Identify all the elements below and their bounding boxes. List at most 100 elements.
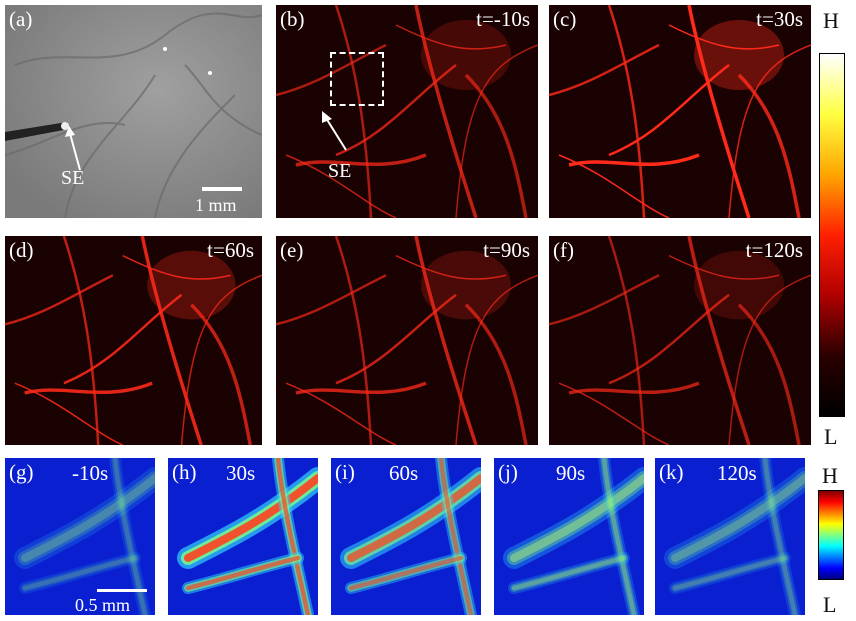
panel-g-scale-bar (97, 589, 147, 592)
panel-e-image: (e) t=90s (276, 236, 538, 445)
vessel (668, 471, 805, 565)
vessel (672, 555, 788, 591)
vessel (600, 458, 638, 615)
panel-f-image: (f) t=120s (549, 236, 811, 445)
vessel (464, 303, 528, 445)
vessel (122, 254, 231, 280)
vessel (276, 274, 387, 326)
panel-c-image: (c) t=30s (549, 5, 811, 218)
vessel (335, 64, 457, 157)
panel-b-label: (b) (280, 7, 305, 31)
blue-vessel-map (503, 458, 644, 615)
vessel (111, 458, 149, 615)
panel-j-label: (j) (498, 460, 518, 484)
panel-d-label: (d) (9, 238, 34, 262)
vessel (275, 458, 311, 615)
panel-g-label: (g) (9, 460, 34, 484)
vessel (348, 555, 464, 591)
vessel (140, 236, 203, 445)
panel-i-image: (i) 60s (331, 458, 481, 615)
vessel (438, 458, 474, 615)
panel-a-photo: (a) SE 1 mm (5, 5, 262, 218)
blue-vessel-map (340, 458, 481, 615)
vessel (687, 5, 751, 218)
vessel (607, 5, 646, 218)
vessel (549, 274, 660, 326)
panel-a-scale-bar (202, 187, 242, 191)
roi-box (330, 52, 384, 106)
vessel (21, 554, 139, 592)
vessel (395, 254, 507, 280)
panel-k-time: 120s (717, 461, 757, 485)
bottom-colorbar-high-label: H (822, 463, 838, 488)
vessel (335, 293, 457, 385)
vessel (464, 73, 528, 218)
top-colorbar (819, 53, 845, 417)
vessel (395, 24, 507, 50)
panel-g-image: (g) -10s 0.5 mm (5, 458, 155, 615)
vessel (14, 467, 155, 569)
panel-a-se-label: SE (61, 167, 85, 189)
panel-h-image: (h) 30s (168, 458, 318, 615)
vessel (295, 153, 427, 167)
perfusion-region (421, 250, 511, 320)
vessel (601, 458, 637, 615)
vessel (295, 381, 427, 395)
panel-b-time: t=-10s (476, 7, 530, 31)
panel-c-label: (c) (553, 7, 577, 31)
vessel (607, 236, 646, 445)
vessel (597, 458, 641, 615)
vessel (185, 555, 301, 591)
panel-b-se-label: SE (328, 160, 352, 182)
vessel (671, 474, 805, 562)
vessel (62, 236, 100, 445)
top-colorbar-high-label: H (823, 8, 839, 33)
vessel (507, 551, 631, 595)
vessel (668, 551, 792, 595)
panel-b-arrow (322, 111, 347, 151)
panel-k-label: (k) (659, 460, 684, 484)
perfusion-region (694, 250, 784, 320)
perfusion-region (694, 20, 784, 90)
vessel (568, 381, 700, 395)
panel-e-time: t=90s (483, 238, 530, 262)
vessel (334, 236, 373, 445)
vessel (668, 24, 780, 50)
vessel (762, 458, 798, 615)
vessel (334, 5, 373, 218)
blue-vessel-map (14, 458, 155, 615)
perfusion-region (147, 250, 236, 320)
panel-f-label: (f) (553, 238, 574, 262)
red-vessel-map (276, 5, 538, 218)
vessel (510, 474, 644, 562)
vessel (347, 474, 481, 562)
vessel (510, 554, 628, 592)
panel-a-scale-label: 1 mm (195, 195, 237, 215)
red-vessel-map (5, 236, 262, 445)
blue-vessel-map (177, 458, 318, 615)
vessel (549, 43, 660, 97)
bottom-colorbar-low-label: L (823, 592, 837, 617)
vessel (24, 381, 153, 395)
vessel (664, 467, 805, 569)
panel-i-label: (i) (335, 460, 355, 484)
panel-g-scale-label: 0.5 mm (75, 595, 131, 615)
vessel (668, 254, 780, 280)
red-vessel-map (276, 236, 538, 445)
panel-d-image: (d) t=60s (5, 236, 262, 445)
vessel (608, 64, 730, 157)
vessel (503, 467, 644, 569)
panel-c-time: t=30s (756, 7, 803, 31)
vessel (63, 293, 183, 385)
vessel (5, 274, 114, 326)
vessel (18, 471, 155, 565)
panel-b-image: (b) t=-10s SE (276, 5, 538, 218)
vessel (568, 153, 700, 167)
panel-j-image: (j) 90s (494, 458, 644, 615)
panel-h-time: 30s (226, 461, 256, 485)
vessel (737, 303, 801, 445)
vessel (414, 236, 478, 445)
vessel (511, 555, 627, 591)
red-vessel-map (549, 5, 811, 218)
panel-a-label: (a) (9, 7, 33, 31)
